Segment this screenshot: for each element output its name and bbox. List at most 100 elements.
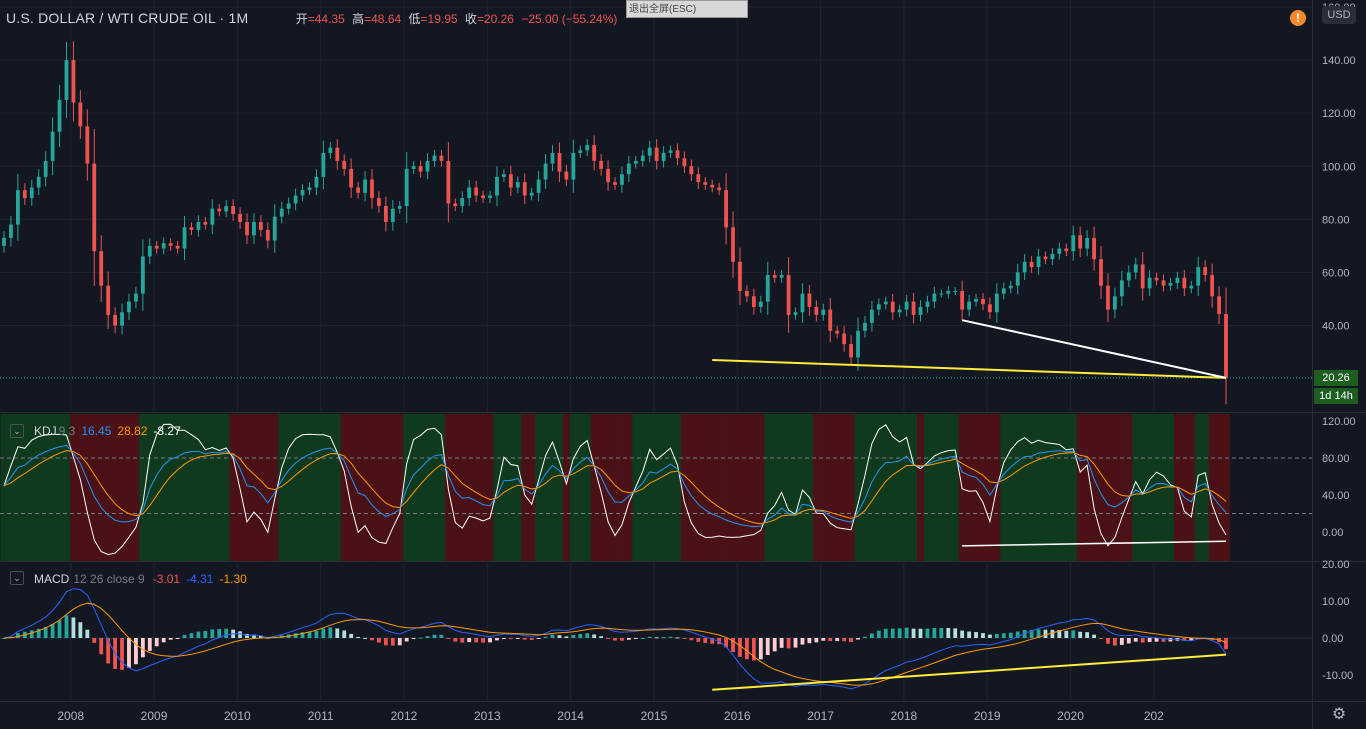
candle-body[interactable] — [758, 301, 763, 307]
macd-name[interactable]: MACD — [34, 572, 70, 586]
candle-body[interactable] — [217, 208, 222, 212]
candle-body[interactable] — [57, 99, 62, 132]
candle-body[interactable] — [279, 208, 284, 217]
candle-body[interactable] — [1022, 261, 1027, 273]
candle-body[interactable] — [981, 298, 985, 305]
candle-body[interactable] — [863, 322, 867, 331]
candle-body[interactable] — [328, 147, 333, 153]
candle-body[interactable] — [1078, 235, 1083, 249]
candle-body[interactable] — [446, 160, 451, 204]
candle-body[interactable] — [245, 221, 249, 236]
price-support-trendline[interactable] — [712, 359, 1227, 379]
candle-body[interactable] — [258, 221, 263, 230]
symbol-title[interactable]: U.S. DOLLAR / WTI CRUDE OIL · 1M — [6, 10, 249, 26]
candle-body[interactable] — [522, 182, 527, 196]
candle-body[interactable] — [1182, 277, 1187, 289]
candle-body[interactable] — [335, 147, 340, 161]
candle-body[interactable] — [876, 304, 881, 310]
candle-body[interactable] — [432, 155, 437, 161]
candle-body[interactable] — [1015, 272, 1020, 286]
candle-body[interactable] — [1161, 280, 1166, 286]
candle-body[interactable] — [418, 166, 423, 172]
exit-fullscreen-button[interactable]: 退出全屏(ESC) — [626, 0, 748, 18]
candle-body[interactable] — [349, 168, 354, 188]
candle-body[interactable] — [370, 179, 374, 199]
candle-body[interactable] — [397, 206, 402, 209]
macd-collapse-button[interactable]: ⌄ — [10, 571, 24, 585]
candle-body[interactable] — [897, 309, 902, 313]
candle-body[interactable] — [377, 198, 381, 207]
candle-body[interactable] — [904, 301, 909, 310]
candle-body[interactable] — [224, 206, 229, 212]
candle-body[interactable] — [22, 190, 27, 199]
candle-body[interactable] — [1008, 285, 1013, 289]
candle-body[interactable] — [821, 309, 826, 315]
candle-body[interactable] — [710, 184, 715, 188]
candle-body[interactable] — [1175, 277, 1180, 284]
candle-body[interactable] — [300, 190, 305, 196]
candle-body[interactable] — [668, 150, 673, 153]
candle-body[interactable] — [1036, 256, 1041, 268]
candle-body[interactable] — [252, 221, 256, 236]
candle-body[interactable] — [786, 275, 791, 315]
candle-body[interactable] — [356, 187, 361, 193]
currency-button[interactable]: USD — [1322, 6, 1356, 24]
candle-body[interactable] — [543, 163, 548, 180]
candle-body[interactable] — [168, 243, 173, 246]
candle-body[interactable] — [1050, 253, 1055, 260]
candle-body[interactable] — [474, 187, 479, 196]
candle-body[interactable] — [564, 171, 569, 180]
candle-body[interactable] — [307, 187, 312, 191]
candle-body[interactable] — [1126, 272, 1131, 281]
candle-body[interactable] — [99, 251, 104, 286]
candle-body[interactable] — [29, 187, 34, 199]
candle-body[interactable] — [626, 163, 631, 175]
candle-body[interactable] — [161, 243, 166, 249]
candle-body[interactable] — [536, 179, 541, 193]
candle-body[interactable] — [689, 166, 694, 175]
candle-body[interactable] — [1210, 275, 1215, 297]
candle-body[interactable] — [842, 333, 847, 345]
candle-body[interactable] — [1196, 267, 1201, 286]
candle-body[interactable] — [946, 290, 951, 294]
candle-body[interactable] — [585, 145, 590, 151]
candle-body[interactable] — [147, 245, 152, 257]
candle-body[interactable] — [1119, 280, 1124, 297]
candle-body[interactable] — [1217, 296, 1221, 314]
candle-body[interactable] — [140, 256, 145, 294]
candle-body[interactable] — [1071, 235, 1076, 252]
candle-body[interactable] — [814, 306, 819, 315]
candle-body[interactable] — [293, 195, 298, 204]
candle-body[interactable] — [272, 216, 277, 241]
candle-body[interactable] — [106, 285, 111, 315]
candle-body[interactable] — [15, 190, 20, 225]
candle-body[interactable] — [1203, 267, 1208, 276]
candle-body[interactable] — [231, 206, 236, 215]
candle-body[interactable] — [64, 60, 69, 100]
candle-body[interactable] — [43, 160, 48, 177]
candle-body[interactable] — [724, 190, 729, 228]
candle-body[interactable] — [613, 182, 617, 185]
candle-body[interactable] — [203, 221, 208, 225]
candle-body[interactable] — [1057, 248, 1062, 254]
gear-icon[interactable]: ⚙ — [1331, 706, 1347, 723]
candle-body[interactable] — [1064, 248, 1069, 252]
macd-trendline[interactable] — [712, 653, 1227, 691]
candle-body[interactable] — [890, 301, 895, 313]
candle-body[interactable] — [620, 174, 624, 185]
candle-body[interactable] — [550, 152, 555, 164]
price-candles[interactable] — [2, 41, 1228, 405]
candle-body[interactable] — [640, 155, 645, 161]
candle-body[interactable] — [439, 155, 444, 161]
candle-body[interactable] — [828, 309, 833, 331]
candle-body[interactable] — [932, 293, 937, 302]
candle-body[interactable] — [988, 304, 992, 313]
candle-body[interactable] — [696, 174, 701, 183]
candle-body[interactable] — [342, 160, 347, 169]
candle-body[interactable] — [120, 312, 124, 326]
candle-body[interactable] — [508, 174, 513, 188]
candle-body[interactable] — [953, 290, 958, 292]
candle-body[interactable] — [703, 182, 708, 185]
candle-body[interactable] — [745, 290, 749, 297]
candle-body[interactable] — [363, 179, 367, 193]
